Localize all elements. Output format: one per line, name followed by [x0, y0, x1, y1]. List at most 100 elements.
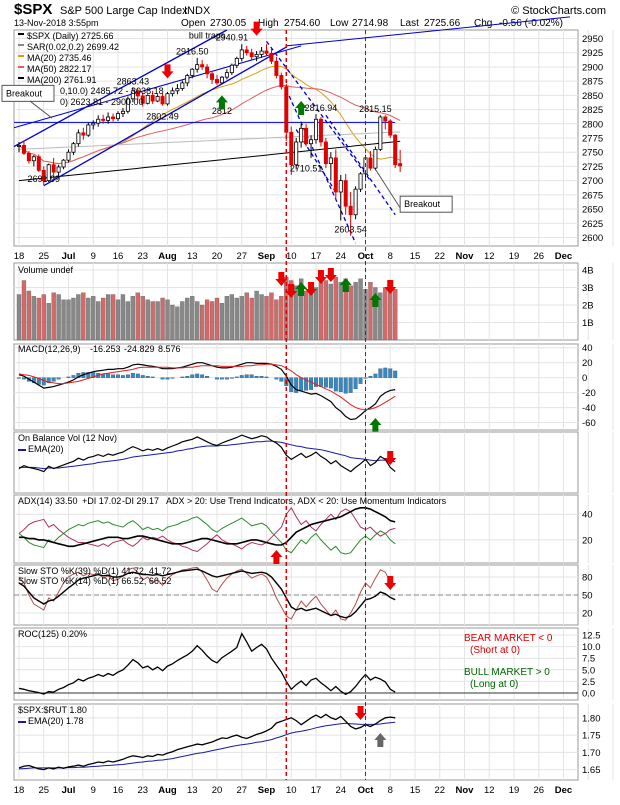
volume-bar	[101, 297, 106, 341]
macd-hist-bar	[343, 377, 348, 394]
candle-body	[323, 141, 328, 164]
volume-bar	[204, 299, 210, 341]
candle	[333, 149, 338, 201]
candle-body	[274, 60, 279, 76]
candle	[46, 163, 51, 182]
macd-hist-bar	[363, 377, 368, 379]
volume-bar	[145, 299, 150, 341]
x-tick-label: 17	[311, 785, 322, 796]
trendline-upper	[13, 29, 228, 148]
x-tick-label: Nov	[456, 785, 475, 796]
candle	[264, 44, 269, 56]
price-tick-label: 2725	[582, 162, 603, 173]
macd-hist-bar	[106, 373, 111, 378]
x-tick-label: 22	[434, 251, 445, 262]
candle	[130, 87, 135, 103]
volume-panel: 1B 2B 3B 4B Volume undef	[13, 262, 614, 341]
stoch-label-39: Slow STO %K(39) %D(1) 41.72, 41.72	[18, 566, 171, 576]
volume-bar	[294, 285, 299, 341]
macd-line	[18, 362, 396, 421]
candle-body	[51, 164, 56, 173]
volume-bar	[234, 297, 239, 341]
x-tick-label: 10	[286, 785, 297, 796]
roc-tick-label: 7.5	[582, 654, 595, 665]
adx-panel-frame	[13, 494, 579, 564]
volume-bar	[31, 296, 37, 341]
ratio-tick-label: 1.80	[582, 713, 601, 724]
candle-body	[279, 75, 284, 88]
x-tick-label: Aug	[158, 785, 177, 796]
macd-hist-bar	[185, 376, 190, 378]
candle-body	[106, 116, 111, 121]
volume-bar	[368, 282, 373, 341]
volume-bar	[289, 280, 294, 341]
price-annotation: 2815.15	[359, 104, 392, 114]
volume-bar	[81, 292, 86, 341]
obv-ema-swatch	[18, 449, 26, 451]
candle-body	[210, 73, 215, 80]
candle	[41, 166, 46, 186]
adx-minus-di-label: -DI 29.17	[122, 496, 159, 506]
volume-bar	[16, 294, 22, 341]
candle	[205, 64, 210, 79]
legend-entry: SAR(0.02,0.2) 2699.42	[27, 42, 119, 52]
candle	[106, 112, 111, 124]
candle	[185, 73, 190, 87]
candle	[165, 91, 170, 106]
candle	[299, 123, 304, 148]
roc-line	[18, 632, 396, 696]
stoch-k14-line	[18, 566, 396, 621]
candle	[66, 149, 71, 163]
candle-body	[249, 52, 254, 58]
price-tick-label: 2650	[582, 205, 603, 216]
adx-tick-label: 20	[582, 535, 593, 546]
legend-entry: MA(50) 2822.17	[27, 64, 92, 74]
macd-hist-bar	[333, 377, 338, 392]
x-tick-label: 13	[187, 785, 198, 796]
volume-bar	[26, 290, 32, 341]
legend-swatch	[18, 44, 24, 46]
event-overlays	[285, 30, 366, 780]
macd-hist-value: 8.576	[158, 344, 181, 354]
chart-exchange: INDX	[184, 5, 211, 17]
candle	[101, 114, 106, 124]
macd-signal-value: -24.829	[124, 344, 155, 354]
ratio-ema-label: EMA(20) 1.78	[28, 716, 84, 726]
candle-body	[140, 95, 145, 104]
breakout-pointer-left	[29, 100, 53, 119]
volume-bar	[71, 297, 76, 341]
x-tick-label: Aug	[158, 251, 177, 262]
candle-body	[120, 110, 125, 114]
volume-bar	[348, 285, 353, 341]
candle	[279, 72, 284, 90]
macd-hist-bar	[338, 377, 343, 393]
price-arrow-down	[161, 64, 174, 79]
candle-body	[368, 157, 373, 169]
volume-bar	[86, 297, 91, 341]
candle-body	[224, 72, 229, 78]
price-tick-label: 2775	[582, 134, 603, 145]
candle-body	[254, 54, 259, 58]
breakout-box	[399, 195, 453, 213]
macd-hist-bar	[76, 373, 81, 378]
watermark: © StockCharts.com	[511, 5, 606, 17]
macd-hist-bar	[140, 375, 145, 378]
candle	[294, 138, 299, 170]
volume-bar	[115, 299, 121, 341]
adx-arrow-up	[270, 550, 283, 564]
volume-arrow-up	[339, 278, 352, 292]
open-label: Open	[181, 18, 205, 29]
candle	[249, 48, 254, 61]
x-tick-label: 27	[236, 785, 247, 796]
candle-body	[358, 173, 363, 190]
roc-tick-label: 2.5	[582, 677, 595, 688]
volume-bar	[259, 294, 264, 341]
macd-hist-bar	[353, 377, 358, 390]
candle	[353, 186, 358, 220]
volume-bar	[229, 294, 235, 341]
candle	[309, 135, 314, 158]
volume-bar	[358, 278, 363, 341]
candle-body	[338, 180, 343, 193]
price-arrow-up	[295, 101, 308, 116]
macd-hist-bar	[264, 376, 269, 378]
